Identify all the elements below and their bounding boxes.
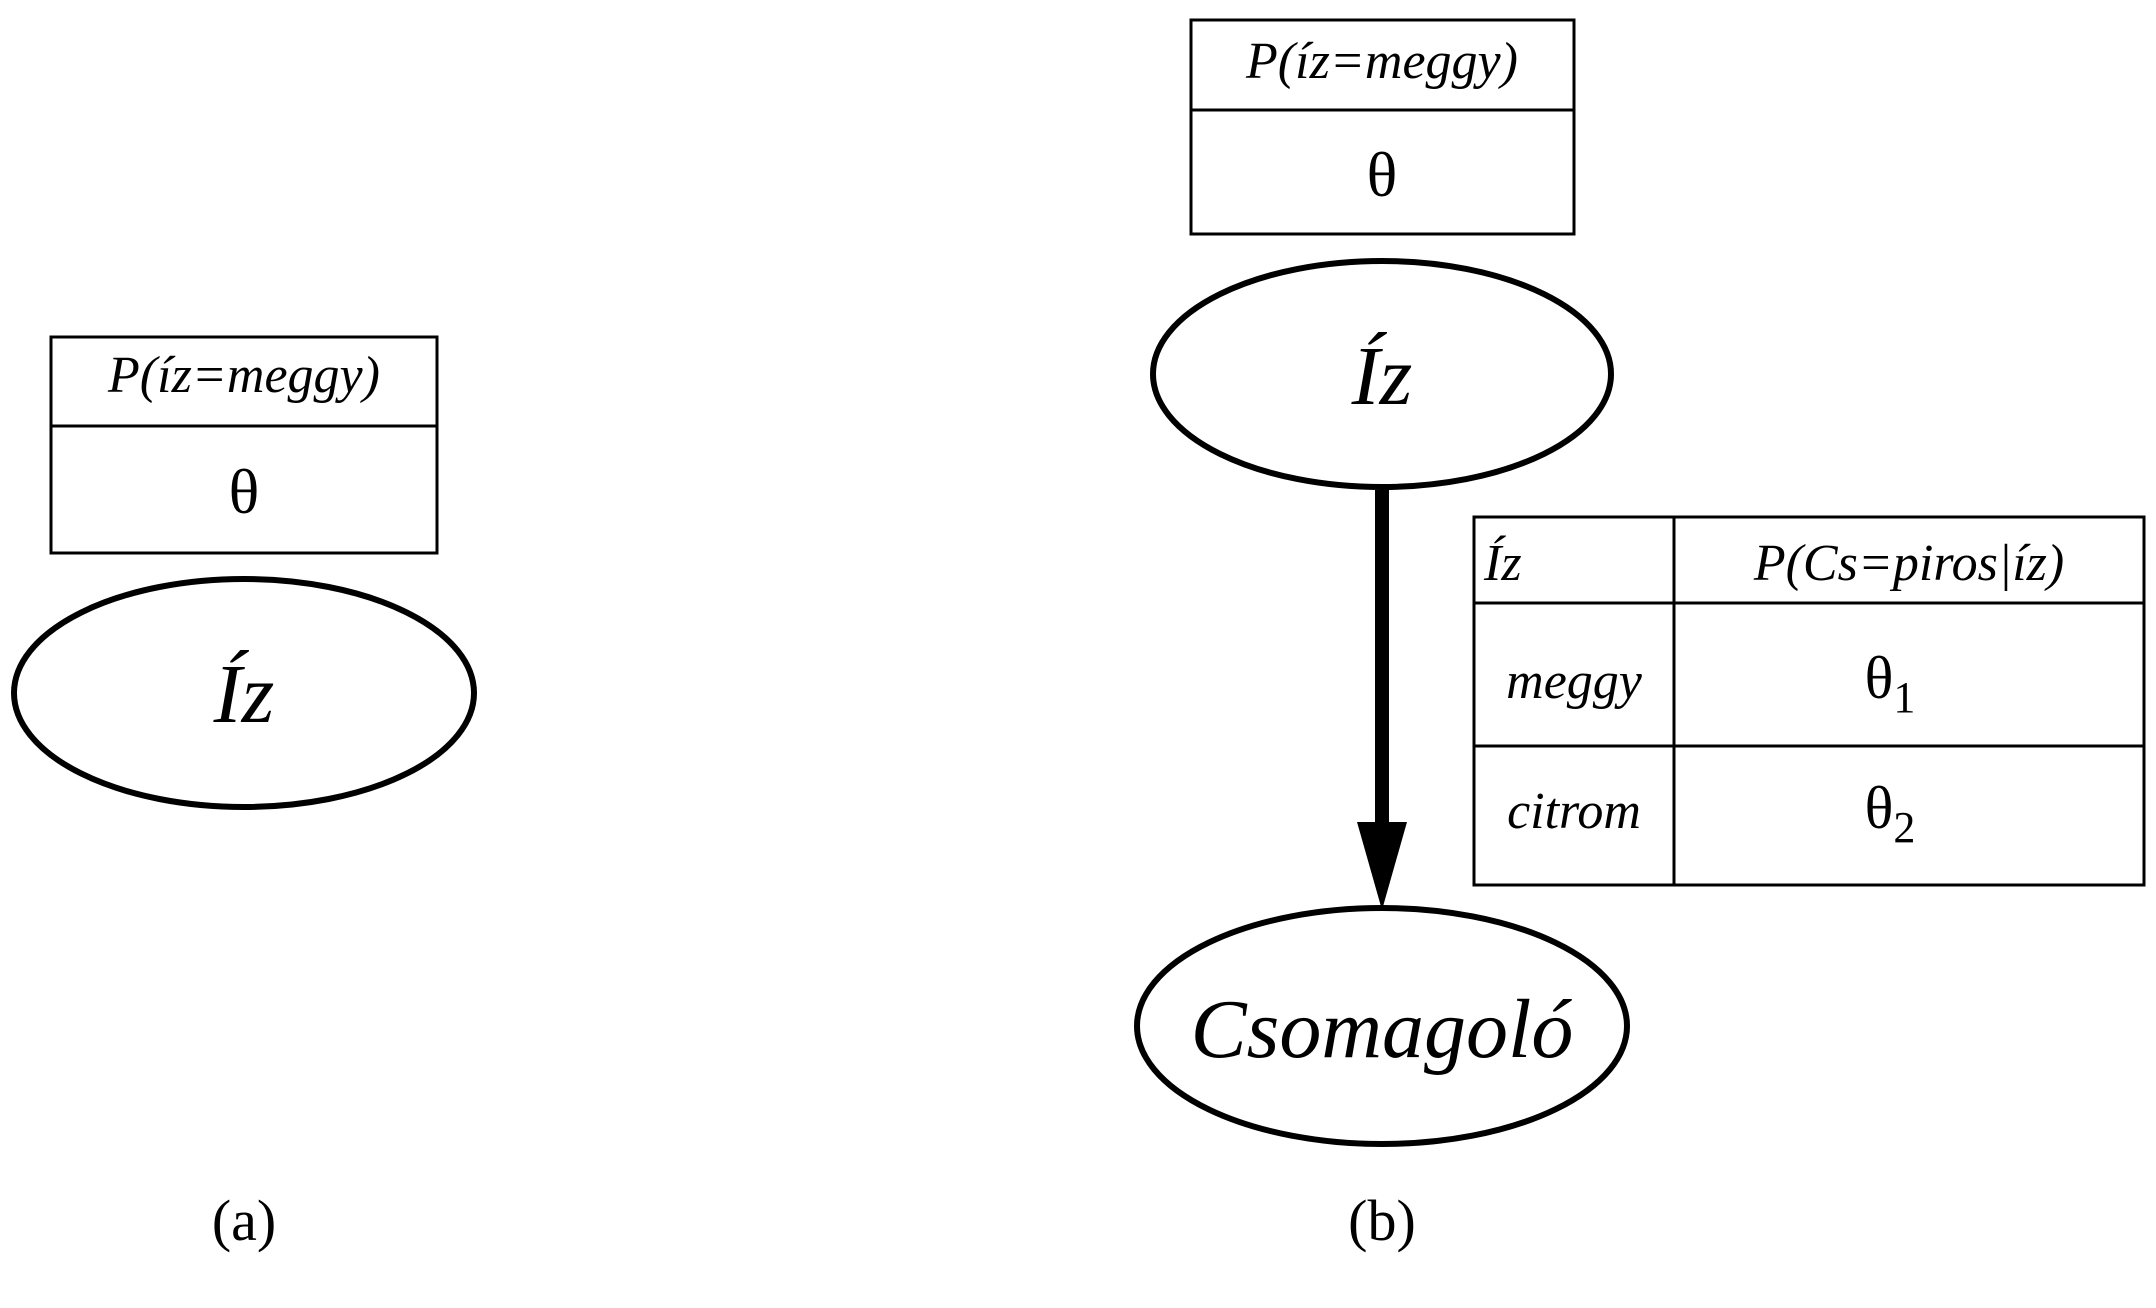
panel-b-top-cpt-value: θ xyxy=(1367,139,1398,210)
cond-table-box xyxy=(1472,515,2146,887)
panel-b-caption: (b) xyxy=(1348,1188,1416,1253)
panel-b-edge-arrow xyxy=(1357,490,1407,910)
panel-a-cpt-header: P(íz=meggy) xyxy=(107,347,380,404)
panel-a-node-iz-label: Íz xyxy=(213,648,275,741)
theta-subscript: 1 xyxy=(1893,673,1915,722)
panel-b-node-csomagolo: Csomagoló xyxy=(1134,905,1630,1147)
panel-a-cpt: P(íz=meggy) θ xyxy=(49,335,439,555)
panel-a-cpt-box xyxy=(49,335,439,555)
theta-symbol: θ xyxy=(1865,775,1894,841)
theta-symbol: θ xyxy=(1865,645,1894,711)
panel-b-node-iz-label: Íz xyxy=(1351,330,1413,423)
panel-a-node-iz-ellipse xyxy=(11,576,477,810)
cond-table-row-theta: θ1 xyxy=(1865,645,1916,722)
panel-b-node-csomagolo-ellipse xyxy=(1134,905,1630,1147)
panel-b-node-csomagolo-label: Csomagoló xyxy=(1191,983,1574,1076)
panel-b-top-cpt-header: P(íz=meggy) xyxy=(1245,33,1518,90)
cond-table-row-theta: θ2 xyxy=(1865,775,1916,852)
panel-b-edge-arrowhead xyxy=(1357,822,1407,910)
panel-b: P(íz=meggy) θ Íz Csomagoló Íz P(Cs=piros… xyxy=(1134,18,2146,1253)
panel-a-caption: (a) xyxy=(212,1188,276,1253)
cond-table-header-parent: Íz xyxy=(1483,534,1522,592)
panel-b-node-iz-ellipse xyxy=(1150,258,1614,490)
cond-table-row-parent: meggy xyxy=(1506,653,1643,710)
panel-b-cond-table: Íz P(Cs=piros|íz) meggy θ1 citrom θ2 xyxy=(1472,515,2146,887)
cond-table-header-prob: P(Cs=piros|íz) xyxy=(1753,535,2064,592)
panel-b-node-iz: Íz xyxy=(1150,258,1614,490)
panel-b-top-cpt-box xyxy=(1189,18,1576,236)
panel-a-node-iz: Íz xyxy=(11,576,477,810)
cond-table-row-parent: citrom xyxy=(1507,783,1641,840)
panel-a-cpt-value: θ xyxy=(229,456,260,527)
panel-b-top-cpt: P(íz=meggy) θ xyxy=(1189,18,1576,236)
theta-subscript: 2 xyxy=(1893,803,1915,852)
panel-a: P(íz=meggy) θ Íz (a) xyxy=(11,335,477,1253)
